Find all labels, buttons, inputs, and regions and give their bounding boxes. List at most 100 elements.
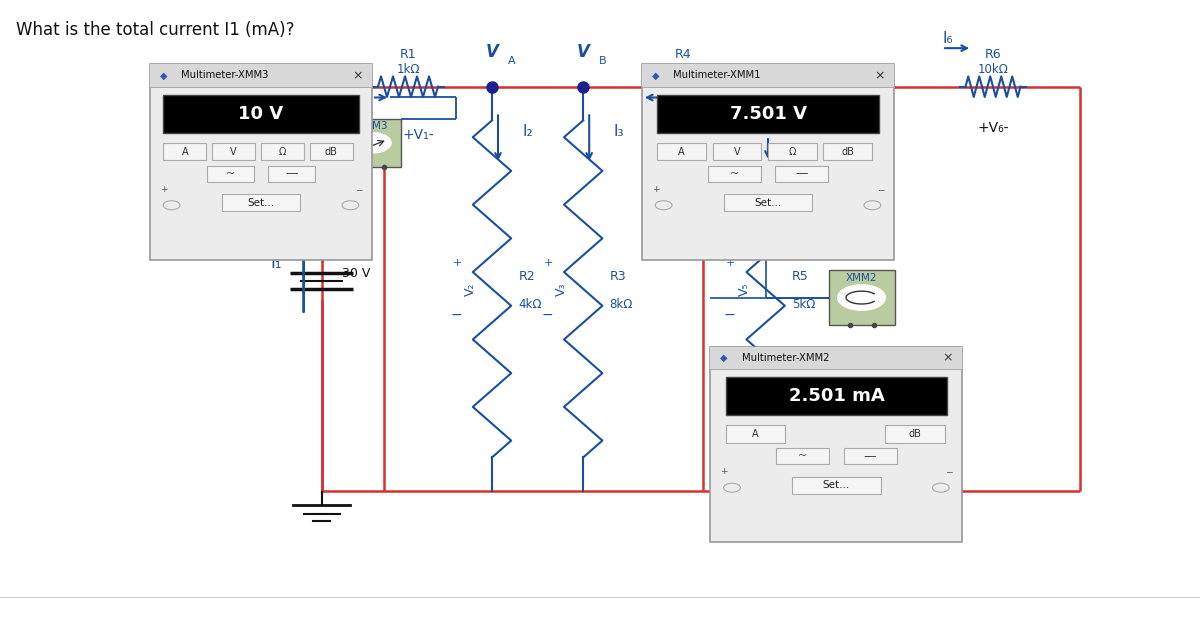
Text: XMM1: XMM1 <box>676 121 707 131</box>
Text: −: − <box>355 185 362 194</box>
Bar <box>642 64 894 87</box>
Bar <box>710 347 962 369</box>
FancyBboxPatch shape <box>658 143 706 160</box>
Text: ◆: ◆ <box>160 71 167 80</box>
FancyBboxPatch shape <box>844 448 896 464</box>
Text: +V₆-: +V₆- <box>977 121 1009 135</box>
Text: R6: R6 <box>985 48 1001 61</box>
Text: V₃: V₃ <box>556 282 568 296</box>
Text: ◆: ◆ <box>720 353 727 363</box>
Text: 10kΩ: 10kΩ <box>978 64 1008 76</box>
Text: V₂: V₂ <box>464 282 476 296</box>
FancyBboxPatch shape <box>222 195 300 211</box>
Text: —: — <box>286 167 298 180</box>
FancyBboxPatch shape <box>768 143 817 160</box>
FancyBboxPatch shape <box>829 270 895 325</box>
Text: 7.501 V: 7.501 V <box>730 105 806 123</box>
FancyBboxPatch shape <box>724 195 812 211</box>
Text: V: V <box>486 43 498 61</box>
Text: +: + <box>726 258 736 268</box>
Bar <box>150 64 372 87</box>
Text: ×: × <box>874 69 884 82</box>
FancyBboxPatch shape <box>262 143 304 160</box>
Text: V₅: V₅ <box>738 282 750 296</box>
Text: +: + <box>452 258 462 268</box>
Text: 1kΩ: 1kΩ <box>396 64 420 76</box>
Text: +: + <box>720 467 727 476</box>
Text: XMM3: XMM3 <box>356 121 388 131</box>
Circle shape <box>672 133 710 153</box>
FancyBboxPatch shape <box>713 143 761 160</box>
Text: −: − <box>724 308 736 322</box>
FancyBboxPatch shape <box>208 166 254 182</box>
Text: E: E <box>342 245 350 258</box>
Text: ~: ~ <box>798 451 808 461</box>
Text: What is the total current I1 (mA)?: What is the total current I1 (mA)? <box>16 21 294 39</box>
Text: A: A <box>508 56 515 66</box>
FancyBboxPatch shape <box>710 347 962 542</box>
Text: +V₁-: +V₁- <box>403 128 434 142</box>
Text: Set...: Set... <box>247 198 275 208</box>
Text: ~: ~ <box>226 169 235 178</box>
Text: V: V <box>230 146 236 157</box>
Bar <box>658 94 878 133</box>
Text: 10 V: 10 V <box>239 105 283 123</box>
Text: I₄: I₄ <box>742 111 752 126</box>
Text: −: − <box>450 308 462 322</box>
Text: V: V <box>577 43 589 61</box>
Text: ◆: ◆ <box>652 71 659 80</box>
Text: 2.501 mA: 2.501 mA <box>788 387 884 405</box>
Text: +: + <box>160 185 167 194</box>
FancyBboxPatch shape <box>212 143 256 160</box>
Text: V: V <box>733 146 740 157</box>
Text: XMM2: XMM2 <box>846 273 877 284</box>
Text: R1: R1 <box>400 48 416 61</box>
Text: B: B <box>599 56 606 66</box>
Text: ×: × <box>352 69 362 82</box>
Text: 30 V: 30 V <box>342 267 371 280</box>
Text: R3: R3 <box>610 270 626 282</box>
FancyBboxPatch shape <box>642 64 894 260</box>
FancyBboxPatch shape <box>662 119 720 167</box>
Text: ~: ~ <box>730 169 739 178</box>
Text: Ω: Ω <box>788 146 796 157</box>
Text: ×: × <box>942 351 953 365</box>
Text: I₂: I₂ <box>522 124 533 139</box>
Text: Set...: Set... <box>823 480 850 490</box>
Text: A: A <box>181 146 188 157</box>
FancyBboxPatch shape <box>726 426 785 442</box>
Text: Multimeter-XMM1: Multimeter-XMM1 <box>673 71 761 80</box>
Text: dB: dB <box>325 146 337 157</box>
FancyBboxPatch shape <box>343 119 401 167</box>
Text: dB: dB <box>841 146 854 157</box>
FancyBboxPatch shape <box>310 143 353 160</box>
Text: +V₄-: +V₄- <box>667 125 698 139</box>
Text: —: — <box>796 167 808 180</box>
Text: Set...: Set... <box>755 198 781 208</box>
Text: +: + <box>652 185 659 194</box>
FancyBboxPatch shape <box>775 166 828 182</box>
Bar <box>726 377 947 415</box>
Circle shape <box>353 133 391 153</box>
Text: +: + <box>544 258 553 268</box>
FancyBboxPatch shape <box>150 64 372 260</box>
Text: dB: dB <box>908 429 922 439</box>
Text: A: A <box>678 146 685 157</box>
FancyBboxPatch shape <box>823 143 872 160</box>
FancyBboxPatch shape <box>776 448 829 464</box>
Text: −: − <box>877 185 884 194</box>
Text: 8kΩ: 8kΩ <box>610 299 632 311</box>
Text: 5kΩ: 5kΩ <box>792 299 815 311</box>
Text: Multimeter-XMM3: Multimeter-XMM3 <box>181 71 269 80</box>
Text: R4: R4 <box>674 48 691 61</box>
FancyBboxPatch shape <box>708 166 761 182</box>
Text: I₁: I₁ <box>270 254 282 272</box>
Text: I₃: I₃ <box>613 124 624 139</box>
Text: R2: R2 <box>518 270 535 282</box>
Text: 4kΩ: 4kΩ <box>518 299 542 311</box>
Text: I₆: I₆ <box>943 31 953 46</box>
Text: −: − <box>946 467 953 476</box>
FancyBboxPatch shape <box>269 166 314 182</box>
Circle shape <box>838 285 886 310</box>
Text: R5: R5 <box>792 270 809 282</box>
